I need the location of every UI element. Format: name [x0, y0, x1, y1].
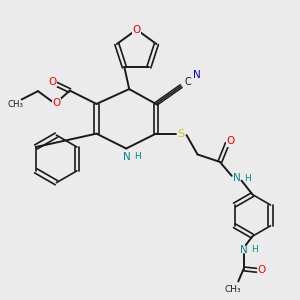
Text: N: N: [240, 244, 248, 255]
Text: N: N: [193, 70, 200, 80]
Text: S: S: [178, 129, 185, 139]
Text: O: O: [133, 25, 141, 34]
Text: CH₃: CH₃: [225, 285, 242, 294]
Text: N: N: [233, 173, 241, 183]
Text: CH₃: CH₃: [7, 100, 23, 109]
Text: N: N: [123, 152, 131, 162]
Text: H: H: [244, 174, 251, 183]
Text: H: H: [251, 245, 257, 254]
Text: C: C: [184, 76, 191, 87]
Text: O: O: [257, 266, 266, 275]
Text: O: O: [52, 98, 61, 108]
Text: O: O: [226, 136, 234, 146]
Text: H: H: [134, 152, 141, 161]
Text: O: O: [48, 76, 57, 87]
